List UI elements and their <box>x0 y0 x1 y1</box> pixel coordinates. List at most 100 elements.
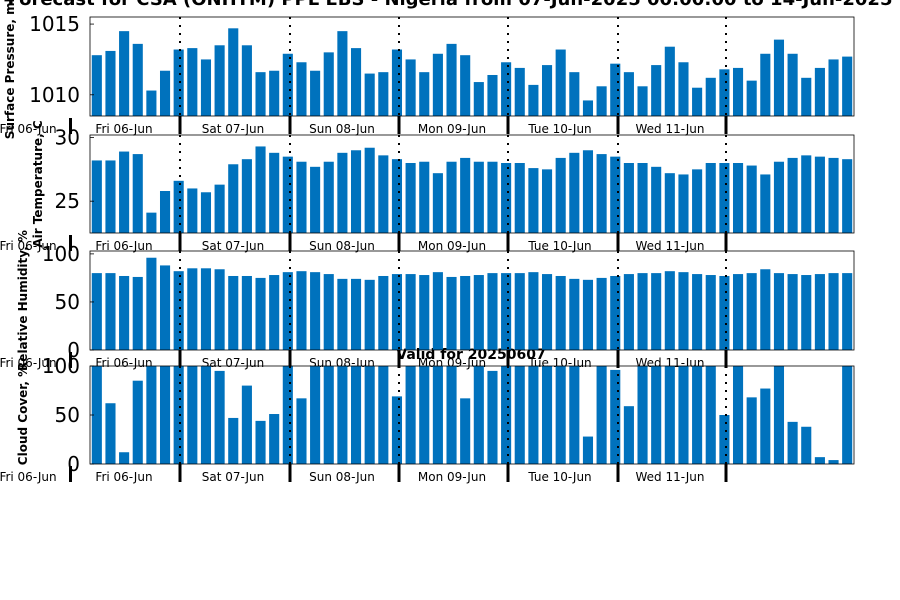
bar <box>692 87 703 116</box>
y-tick-label: 30 <box>55 126 80 150</box>
day-label: Fri 06-Jun <box>95 470 152 484</box>
bar <box>582 436 594 464</box>
bar <box>391 396 403 464</box>
bar <box>528 84 539 116</box>
bar <box>337 31 348 116</box>
bar <box>773 273 785 350</box>
y-tick-label: 0 <box>67 338 80 362</box>
bar <box>732 366 744 464</box>
panel-3: Fri 06-Jun Fri 06-Jun Sat 07-Jun Sun 08-Jun… <box>0 230 855 371</box>
bar <box>596 277 607 350</box>
bar <box>323 366 334 464</box>
axis-tick <box>616 233 620 251</box>
bar <box>200 366 212 464</box>
bar <box>705 275 716 350</box>
bar <box>842 56 853 116</box>
bar <box>200 59 212 116</box>
bar <box>473 275 484 350</box>
bar <box>664 173 675 233</box>
bar <box>446 43 457 117</box>
bar <box>514 163 525 233</box>
bar <box>159 191 171 233</box>
bar <box>692 274 703 350</box>
bar <box>637 86 648 116</box>
axis-tick <box>178 116 182 134</box>
bar <box>460 275 471 350</box>
bar <box>337 278 348 350</box>
bar <box>255 146 266 233</box>
bar <box>814 156 825 233</box>
bar <box>610 63 621 116</box>
bar <box>814 274 825 350</box>
bar <box>705 366 716 464</box>
bar <box>473 366 484 464</box>
bar <box>119 275 130 350</box>
day-label: Wed 11-Jun <box>636 470 705 484</box>
axis-tick <box>397 464 401 482</box>
bar <box>364 279 375 350</box>
bar <box>241 159 252 233</box>
bar <box>623 406 634 464</box>
bar <box>391 49 403 116</box>
bar <box>637 163 648 233</box>
day-label: Sun 08-Jun <box>309 122 375 136</box>
bar <box>692 169 703 233</box>
bar <box>678 62 689 116</box>
bar <box>105 160 116 233</box>
plot-frame <box>89 250 855 351</box>
bar <box>255 277 266 350</box>
bar <box>678 272 689 350</box>
day-label: Sat 07-Jun <box>202 356 265 370</box>
day-label: Wed 11-Jun <box>636 239 705 253</box>
axis-tick <box>506 116 510 134</box>
axis-tick <box>397 233 401 251</box>
axis-tick <box>724 350 728 368</box>
axis-tick <box>724 233 728 251</box>
axis-tick <box>616 116 620 134</box>
bar <box>719 69 730 116</box>
bar <box>719 163 730 233</box>
bar <box>473 161 484 233</box>
bar <box>787 53 798 116</box>
bar <box>282 272 293 350</box>
plot-frame <box>89 16 855 117</box>
day-label: Wed 11-Jun <box>636 122 705 136</box>
bar <box>296 161 307 233</box>
bar <box>282 156 293 233</box>
bar <box>514 366 525 464</box>
bar <box>569 278 580 350</box>
bar <box>269 70 280 116</box>
day-label: Mon 09-Jun <box>418 470 486 484</box>
bar <box>664 271 675 350</box>
bar <box>487 370 498 464</box>
bar <box>596 86 607 116</box>
bar <box>446 161 457 233</box>
bar <box>255 72 266 116</box>
bar <box>801 77 812 116</box>
axis-tick <box>178 350 182 368</box>
bar <box>842 159 853 233</box>
bar <box>446 366 457 464</box>
bar <box>651 273 662 350</box>
bar <box>310 166 321 233</box>
bar <box>310 366 321 464</box>
bar <box>241 45 252 116</box>
day-label: Fri 06-Jun <box>95 239 152 253</box>
bar <box>378 366 389 464</box>
bar <box>678 366 689 464</box>
chart-title: Forecast for CSA (ONHTM) PPL EBS - Niger… <box>8 0 893 10</box>
axis-tick <box>506 350 510 368</box>
bar <box>773 39 785 116</box>
bar <box>105 50 116 116</box>
bar <box>446 276 457 350</box>
axis-tick <box>178 233 182 251</box>
bar <box>664 46 675 117</box>
bar <box>119 31 130 116</box>
bar <box>269 152 280 233</box>
chart-panels: Fri 06-Jun Fri 06-Jun Sat 07-Jun Sun 08-Jun… <box>0 0 855 484</box>
bar <box>732 67 744 116</box>
bar <box>582 150 594 233</box>
bar <box>541 169 553 233</box>
day-label: Mon 09-Jun <box>418 122 486 136</box>
bar <box>842 273 853 350</box>
